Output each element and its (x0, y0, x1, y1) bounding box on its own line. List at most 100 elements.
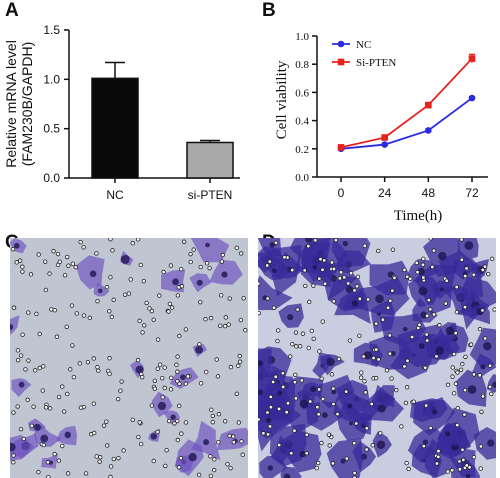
membrane-pore (421, 443, 427, 449)
cell-nucleus (310, 386, 317, 393)
cell-nucleus (40, 434, 49, 443)
membrane-pore (352, 440, 357, 446)
membrane-pore (138, 441, 144, 447)
membrane-pore (163, 463, 168, 469)
membrane-pore (285, 400, 291, 406)
membrane-pore (128, 277, 133, 282)
membrane-pore (317, 349, 322, 354)
series-line-si-pten (340, 57, 473, 149)
membrane-pore (168, 375, 174, 381)
membrane-pore (357, 333, 362, 339)
membrane-pore (434, 354, 439, 359)
membrane-pore (289, 451, 294, 456)
membrane-pore (36, 252, 41, 257)
membrane-pore (166, 309, 171, 314)
membrane-pore (62, 273, 68, 278)
membrane-pore (36, 469, 41, 475)
membrane-pore (415, 325, 421, 331)
cell-nucleus (321, 412, 328, 419)
membrane-pore (405, 358, 410, 363)
membrane-pore (162, 385, 167, 391)
membrane-pore (268, 404, 274, 410)
membrane-pore (108, 238, 113, 242)
membrane-pore (107, 371, 112, 377)
membrane-pore (179, 284, 185, 289)
membrane-pore (243, 328, 248, 333)
cell-nucleus (445, 431, 451, 437)
membrane-pore (265, 296, 270, 301)
membrane-pore (220, 252, 226, 258)
membrane-pore (177, 381, 182, 386)
cell-nucleus (445, 326, 455, 336)
membrane-pore (65, 391, 70, 397)
membrane-pore (468, 342, 474, 347)
y-axis-label-line1: Relative mRNA level (3, 40, 19, 168)
membrane-pore (151, 317, 156, 323)
membrane-pore (450, 374, 455, 379)
membrane-pore (322, 258, 327, 263)
membrane-pore (52, 307, 57, 313)
membrane-pore (188, 251, 193, 257)
membrane-pore (222, 323, 228, 329)
x-tick-label: si-PTEN (188, 188, 233, 202)
legend-label: NC (356, 39, 371, 51)
membrane-pore (462, 412, 467, 417)
membrane-pore (462, 273, 468, 279)
membrane-pore (428, 238, 433, 241)
membrane-pore (390, 288, 395, 293)
membrane-pore (237, 359, 243, 364)
membrane-pore (167, 301, 173, 307)
membrane-pore (228, 364, 234, 370)
membrane-pore (403, 400, 409, 406)
y-tick-label: 0.5 (43, 122, 60, 136)
membrane-pore (337, 276, 343, 281)
membrane-pore (135, 357, 141, 363)
membrane-pore (94, 251, 99, 256)
membrane-pore (258, 417, 261, 422)
stained-cell (473, 427, 496, 460)
cell-nucleus (195, 346, 203, 354)
cell-nucleus (432, 409, 438, 415)
membrane-pore (450, 468, 455, 473)
membrane-pore (175, 369, 180, 374)
data-point-nc (381, 141, 388, 148)
membrane-pore (331, 299, 337, 304)
membrane-pore (183, 420, 189, 425)
membrane-pore (273, 240, 279, 245)
bar-chart-a: Relative mRNA level (FAM230B/GAPDH) 0.0 0… (3, 23, 240, 202)
membrane-pore (455, 406, 460, 411)
membrane-pore (115, 396, 121, 402)
cell-nucleus (326, 357, 335, 367)
membrane-pore (276, 442, 282, 448)
membrane-pore (374, 347, 379, 352)
cell-nucleus (375, 294, 384, 304)
membrane-pore (51, 249, 56, 254)
cell-nucleus (33, 423, 41, 431)
membrane-pore (426, 297, 432, 303)
membrane-pore (166, 418, 172, 424)
membrane-pore (56, 394, 62, 400)
membrane-pore (162, 365, 167, 370)
membrane-pore (20, 264, 25, 269)
membrane-pore (68, 367, 73, 372)
membrane-pore (33, 368, 38, 373)
membrane-pore (222, 419, 228, 424)
membrane-pore (454, 309, 460, 315)
membrane-pore (480, 308, 485, 313)
membrane-pore (175, 437, 181, 443)
membrane-pore (463, 354, 468, 360)
stained-cell (10, 434, 35, 461)
membrane-pore (17, 258, 23, 263)
membrane-pore (292, 379, 298, 385)
cell-nucleus (390, 350, 396, 356)
membrane-pore (204, 261, 210, 266)
cell-nucleus (351, 300, 359, 307)
membrane-pore (306, 345, 311, 351)
cell-nucleus (299, 450, 306, 458)
membrane-pore (208, 315, 214, 321)
y-tick-label: 0.0 (295, 172, 309, 184)
membrane-pore (275, 338, 280, 344)
membrane-pore (299, 378, 304, 383)
membrane-pore (209, 407, 214, 413)
membrane-pore (95, 364, 100, 370)
